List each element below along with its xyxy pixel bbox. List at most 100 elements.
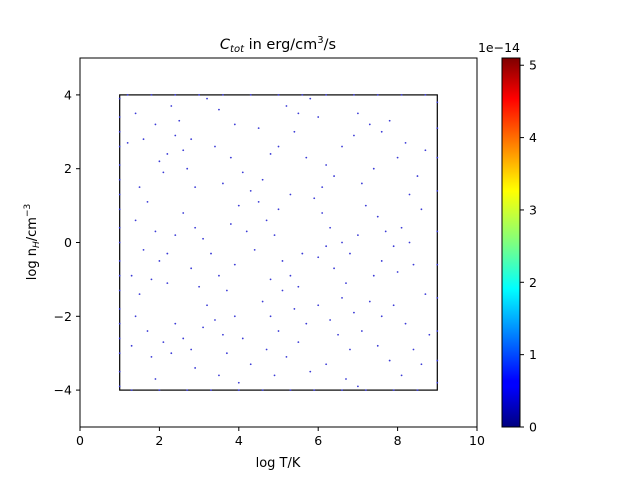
data-point <box>329 319 332 321</box>
data-point <box>154 378 157 380</box>
data-point <box>118 178 121 181</box>
data-point <box>198 94 201 96</box>
data-point <box>202 326 204 329</box>
data-point <box>313 389 316 391</box>
x-axis-ticks: 0 2 4 6 8 10 <box>76 427 485 448</box>
data-point <box>206 97 208 100</box>
data-point <box>380 260 383 262</box>
data-point <box>368 123 371 126</box>
data-point <box>118 385 121 388</box>
data-point <box>233 315 236 318</box>
data-point <box>182 337 185 340</box>
data-point <box>233 123 236 126</box>
data-point <box>237 381 240 384</box>
data-point <box>372 167 375 170</box>
x-tick-label: 10 <box>469 433 485 448</box>
data-point <box>281 260 284 262</box>
data-point <box>138 186 141 189</box>
data-point <box>436 296 439 299</box>
data-point <box>392 304 395 307</box>
data-point <box>118 322 121 325</box>
data-point <box>412 348 415 351</box>
data-point <box>194 186 197 189</box>
data-point <box>190 138 193 141</box>
data-point <box>301 94 304 96</box>
data-point <box>436 127 439 130</box>
data-point <box>360 182 363 185</box>
x-tick-label: 6 <box>314 433 322 448</box>
data-point <box>321 212 324 214</box>
data-point <box>186 167 189 170</box>
data-point <box>162 341 165 344</box>
data-point <box>436 381 439 384</box>
data-point <box>166 252 169 255</box>
data-point <box>436 230 439 233</box>
data-point <box>170 352 173 355</box>
chart-title: Ctot in erg/cm3/s <box>220 35 336 55</box>
title-end: /s <box>324 37 336 53</box>
data-point <box>297 341 300 344</box>
ylabel-mid: /cm <box>25 217 40 241</box>
data-point <box>424 94 427 96</box>
x-tick-label: 2 <box>155 433 163 448</box>
data-point <box>237 204 240 207</box>
data-point <box>317 256 320 259</box>
data-point <box>214 145 216 148</box>
data-point <box>269 153 272 155</box>
data-point <box>357 385 359 388</box>
data-point <box>305 322 308 325</box>
data-point <box>364 389 367 391</box>
data-point <box>206 304 208 307</box>
data-point <box>353 311 355 314</box>
data-point <box>118 97 121 100</box>
data-point <box>289 274 292 277</box>
data-point <box>353 94 355 96</box>
data-point <box>118 352 121 355</box>
data-point <box>222 94 224 96</box>
data-point <box>174 134 177 137</box>
data-point <box>126 94 129 96</box>
data-point <box>261 389 264 391</box>
data-point <box>297 112 300 115</box>
data-point <box>289 193 292 196</box>
data-point <box>194 226 197 229</box>
data-point <box>190 348 193 351</box>
data-point <box>360 330 363 332</box>
data-point <box>396 156 399 159</box>
data-point <box>150 355 153 358</box>
data-point <box>118 370 121 373</box>
data-point <box>118 226 121 229</box>
colorbar-tick-label: 2 <box>529 275 537 290</box>
data-point <box>436 156 439 159</box>
data-point <box>325 363 328 366</box>
data-point <box>130 344 133 347</box>
x-axis-label: log T/K <box>256 456 301 471</box>
data-point <box>341 145 343 148</box>
x-tick-label: 0 <box>76 433 84 448</box>
title-rest: in erg/cm <box>244 37 317 53</box>
data-point <box>269 278 272 281</box>
data-point <box>297 285 300 288</box>
data-point <box>400 226 403 229</box>
colorbar-tick-label: 1 <box>529 347 537 362</box>
data-point <box>424 149 427 152</box>
data-point <box>341 389 343 391</box>
data-point <box>408 193 411 196</box>
ylabel-main: log n <box>25 248 40 280</box>
data-point <box>210 252 212 255</box>
data-point <box>293 308 296 310</box>
data-point <box>273 234 276 237</box>
colorbar-tick-label: 4 <box>529 130 537 145</box>
data-point <box>218 108 220 111</box>
data-point <box>118 130 121 133</box>
data-point <box>341 241 343 244</box>
data-point <box>380 315 383 318</box>
data-point <box>166 153 169 155</box>
data-point <box>210 389 212 391</box>
data-point <box>317 304 320 307</box>
data-point <box>420 208 423 211</box>
data-point <box>257 201 260 203</box>
data-point <box>218 274 220 277</box>
data-point <box>372 274 375 277</box>
data-point <box>277 330 280 332</box>
